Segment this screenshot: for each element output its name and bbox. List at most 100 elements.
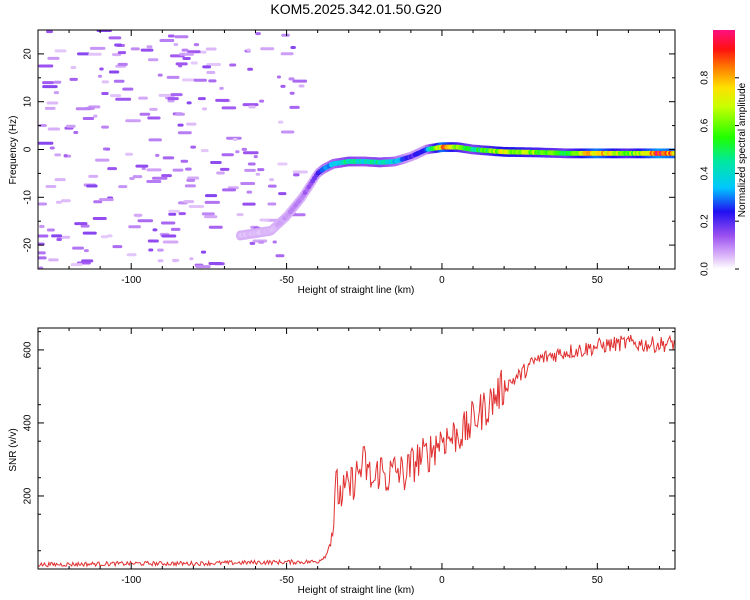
noise-blob: [135, 164, 149, 168]
noise-blob: [232, 137, 238, 141]
noise-blob: [55, 200, 63, 204]
noise-blob: [104, 147, 111, 151]
snr-y-axis-label: SNR (v/v): [8, 428, 19, 471]
spectrogram-y-axis-label: Frequency (Hz): [8, 116, 19, 185]
noise-blob: [275, 254, 285, 258]
noise-blob: [168, 212, 177, 216]
snr-x-tick-label: 50: [592, 575, 604, 586]
colorbar-ticks: 0.0 0.2 0.4 0.6 0.8: [700, 70, 739, 276]
noise-blob: [188, 204, 205, 208]
noise-blob: [290, 45, 296, 49]
noise-blob: [72, 246, 85, 250]
noise-blob: [147, 58, 159, 62]
noise-blob: [73, 130, 79, 134]
noise-blob: [114, 43, 123, 47]
noise-blob: [258, 240, 265, 244]
noise-blob: [45, 184, 57, 188]
noise-blob: [190, 145, 196, 149]
noise-blob: [174, 35, 189, 39]
noise-blob: [253, 155, 258, 159]
noise-blob: [38, 123, 47, 127]
noise-blob: [38, 251, 46, 255]
noise-blob: [118, 185, 128, 189]
noise-blob: [280, 52, 294, 56]
noise-blob: [243, 151, 259, 155]
snr-panel: -100 -50 0 50 200 400 600 Height of straight …: [8, 327, 676, 596]
noise-blob: [74, 222, 88, 226]
snr-x-tick-label: -100: [121, 575, 141, 586]
noise-blob: [46, 101, 59, 105]
noise-blob: [221, 153, 234, 157]
snr-y-tick-label: 400: [23, 414, 34, 431]
snr-y-ticks: 200 400 600: [23, 331, 675, 552]
noise-blob: [249, 241, 256, 245]
noise-blob: [236, 213, 244, 217]
noise-blob: [193, 78, 207, 82]
noise-blob: [157, 73, 163, 77]
spectrogram-y-tick-label: -10: [23, 190, 34, 205]
snr-frame: [37, 327, 676, 570]
noise-blob: [208, 225, 223, 229]
noise-blob: [199, 50, 207, 54]
snr-y-tick-label: 200: [23, 487, 34, 504]
noise-blob: [255, 32, 261, 36]
noise-blob: [151, 176, 168, 180]
noise-blob: [117, 51, 127, 55]
noise-blob: [47, 127, 61, 131]
noise-blob: [173, 43, 179, 47]
noise-blob: [140, 48, 154, 52]
noise-blob: [101, 125, 109, 129]
noise-blob: [202, 65, 212, 69]
noise-blob: [81, 259, 94, 263]
colorbar: 0.0 0.2 0.4 0.6 0.8 Normalized spectral ampl…: [700, 30, 748, 276]
noise-blob: [54, 178, 66, 182]
noise-blob: [46, 228, 55, 232]
noise-blob: [76, 52, 90, 56]
noise-blob: [181, 48, 189, 52]
noise-blob: [80, 224, 90, 228]
snr-series-line: [38, 334, 675, 568]
noise-blob: [177, 131, 192, 135]
noise-blob: [257, 168, 265, 172]
noise-blob: [229, 63, 237, 67]
noise-blob: [53, 91, 60, 95]
noise-blob: [125, 152, 134, 156]
noise-blob: [86, 184, 98, 188]
noise-blob: [108, 36, 122, 40]
noise-blob: [177, 123, 184, 127]
noise-blob: [247, 67, 253, 71]
noise-blob: [138, 96, 148, 100]
noise-blob: [106, 234, 113, 238]
snr-x-axis-label: Height of straight line (km): [298, 585, 415, 596]
noise-blob: [88, 174, 99, 178]
noise-blob: [44, 106, 56, 110]
noise-blob: [157, 259, 164, 263]
noise-blob: [137, 219, 154, 223]
spectrogram-y-tick-label: 0: [23, 146, 34, 152]
noise-blob: [220, 167, 230, 171]
noise-blob: [51, 234, 63, 238]
snr-x-tick-label: 0: [439, 575, 445, 586]
noise-blob: [113, 79, 125, 83]
noise-blob: [240, 181, 256, 185]
noise-blob: [146, 179, 162, 183]
noise-blob: [148, 138, 162, 142]
signal-cell: [671, 150, 675, 156]
colorbar-tick-label: 0.2: [700, 214, 711, 228]
noise-blob: [219, 86, 224, 90]
noise-blob: [289, 91, 295, 95]
noise-blob: [288, 77, 295, 81]
noise-blob: [70, 263, 83, 267]
noise-blob: [215, 98, 230, 102]
colorbar-tick-label: 0.6: [700, 118, 711, 132]
colorbar-tick-label: 0.8: [700, 70, 711, 84]
noise-blob: [259, 218, 269, 222]
noise-blob: [170, 227, 181, 231]
noise-blob: [75, 107, 92, 111]
noise-blob: [182, 56, 191, 60]
noise-blob: [109, 94, 122, 98]
noise-blob: [167, 34, 175, 38]
noise-blob: [170, 93, 183, 97]
noise-blob: [53, 80, 62, 84]
